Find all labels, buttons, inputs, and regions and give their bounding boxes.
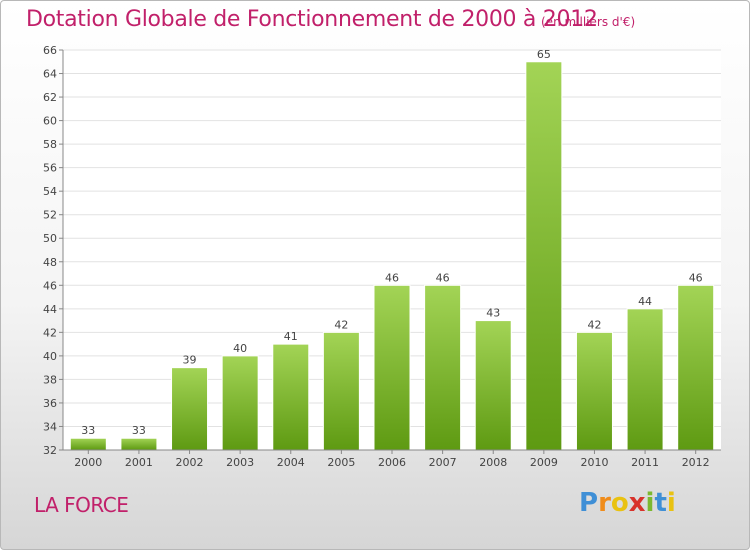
y-tick-label: 66 <box>43 44 57 57</box>
bars: 33 33 39 40 41 42 46 46 43 65 42 44 46 <box>69 48 715 451</box>
y-tick-label: 50 <box>43 232 57 245</box>
y-tick-label: 48 <box>43 256 57 269</box>
x-tick-label: 2007 <box>429 456 457 469</box>
x-tick-label: 2006 <box>378 456 406 469</box>
y-tick-label: 52 <box>43 209 57 222</box>
bar-value-label: 41 <box>284 330 298 343</box>
chart-title: Dotation Globale de Fonctionnement de 20… <box>26 7 598 32</box>
bar-2007 <box>424 284 462 451</box>
y-tick-label: 62 <box>43 91 57 104</box>
x-tick-label: 2010 <box>580 456 608 469</box>
bar-value-label: 33 <box>132 424 146 437</box>
y-tick-label: 36 <box>43 397 57 410</box>
bar-2006 <box>373 284 411 451</box>
bar-value-label: 46 <box>385 271 399 284</box>
y-tick-label: 60 <box>43 115 57 128</box>
bar-2012 <box>677 284 715 451</box>
chart-subtitle: (en milliers d'€) <box>541 15 636 29</box>
y-tick-label: 64 <box>43 68 57 81</box>
x-tick-label: 2011 <box>631 456 659 469</box>
axes: 32 34 36 38 40 42 44 46 48 50 52 54 56 58 60 62 64 66 2000… <box>43 44 721 469</box>
bar-value-label: 39 <box>183 354 197 367</box>
y-tick-label: 42 <box>43 326 57 339</box>
y-tick-label: 54 <box>43 185 57 198</box>
x-tick-label: 2001 <box>125 456 153 469</box>
bar-2001 <box>120 437 158 451</box>
bar-2003 <box>221 355 259 451</box>
y-tick-label: 44 <box>43 303 57 316</box>
y-tick-label: 32 <box>43 444 57 457</box>
bar-2009 <box>525 61 563 451</box>
bar-value-label: 46 <box>689 271 703 284</box>
bar-2000 <box>69 437 107 451</box>
y-tick-label: 58 <box>43 138 57 151</box>
bar-value-label: 65 <box>537 48 551 61</box>
bar-2005 <box>322 331 360 451</box>
x-tick-label: 2008 <box>479 456 507 469</box>
bar-2008 <box>474 320 512 451</box>
x-tick-label: 2012 <box>682 456 710 469</box>
bar-2004 <box>272 343 310 451</box>
bar-value-label: 44 <box>638 295 652 308</box>
y-tick-label: 34 <box>43 420 57 433</box>
x-tick-label: 2002 <box>176 456 204 469</box>
bar-value-label: 43 <box>486 307 500 320</box>
x-tick-label: 2005 <box>327 456 355 469</box>
bar-value-label: 33 <box>81 424 95 437</box>
proxiti-logo: Proxiti <box>579 488 676 518</box>
y-tick-label: 46 <box>43 279 57 292</box>
y-tick-label: 40 <box>43 350 57 363</box>
bar-2011 <box>626 308 664 451</box>
bar-value-label: 42 <box>587 318 601 331</box>
x-tick-label: 2004 <box>277 456 305 469</box>
bar-value-label: 40 <box>233 342 247 355</box>
town-name: LA FORCE <box>34 493 129 517</box>
bar-2010 <box>575 331 613 451</box>
x-tick-label: 2000 <box>74 456 102 469</box>
y-tick-label: 38 <box>43 373 57 386</box>
bar-value-label: 42 <box>334 318 348 331</box>
x-tick-label: 2009 <box>530 456 558 469</box>
y-tick-label: 56 <box>43 162 57 175</box>
x-tick-label: 2003 <box>226 456 254 469</box>
bar-2002 <box>171 367 209 451</box>
bar-value-label: 46 <box>436 271 450 284</box>
